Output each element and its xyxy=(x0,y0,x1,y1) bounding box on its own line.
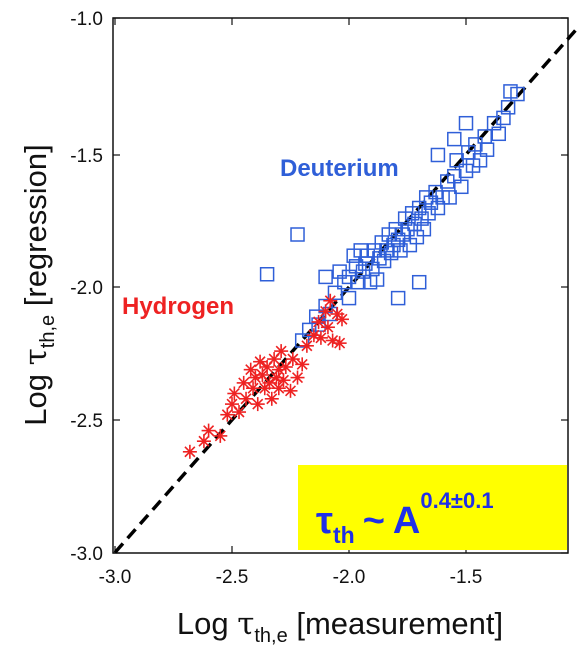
deuterium-series xyxy=(259,84,525,348)
formula-variable: A xyxy=(393,500,420,542)
deuterium-point xyxy=(486,115,502,131)
deuterium-point xyxy=(259,267,275,282)
deuterium-point xyxy=(290,227,305,242)
y-tick-label: -2.0 xyxy=(70,278,103,299)
hydrogen-point xyxy=(250,397,265,412)
hydrogen-point xyxy=(320,320,335,335)
deuterium-point xyxy=(479,142,495,157)
hydrogen-point xyxy=(283,383,298,398)
plot-frame xyxy=(112,17,569,554)
formula-box xyxy=(298,465,567,550)
hydrogen-point xyxy=(285,352,300,367)
deuterium-point xyxy=(318,269,333,285)
x-tick-label: -1.5 xyxy=(450,567,483,588)
x-axis-title-subscript: th,e xyxy=(254,625,287,646)
deuterium-point xyxy=(390,290,406,306)
hydrogen-point xyxy=(318,304,333,319)
hydrogen-point xyxy=(262,375,277,390)
deuterium-point xyxy=(369,272,385,287)
axis-ticks: -3.0 -2.5 -2.0 -1.5 -1.0 -1.5 -2.0 -2.5 -3.0 xyxy=(70,9,568,588)
x-tick-label: -2.0 xyxy=(333,567,366,588)
hydrogen-point xyxy=(299,338,314,353)
hydrogen-point xyxy=(236,375,251,390)
x-tick-label: -2.5 xyxy=(216,567,249,588)
hydrogen-point xyxy=(264,391,279,406)
hydrogen-point xyxy=(274,344,289,359)
hydrogen-series-label: Hydrogen xyxy=(122,293,234,320)
x-axis-title-prefix: Log xyxy=(177,606,237,641)
deuterium-series-label: Deuterium xyxy=(280,155,399,182)
deuterium-point xyxy=(468,137,483,152)
deuterium-point xyxy=(454,179,469,195)
deuterium-point xyxy=(341,290,357,306)
hydrogen-point xyxy=(271,381,286,396)
y-axis-title-subscript: th,e xyxy=(37,315,59,348)
deuterium-point xyxy=(430,200,446,216)
deuterium-point xyxy=(327,285,343,301)
hydrogen-point xyxy=(201,423,216,438)
x-axis-title-symbol: τ xyxy=(237,606,254,642)
formula-exponent: 0.4±0.1 xyxy=(420,488,493,513)
hydrogen-point xyxy=(232,405,247,420)
y-tick-label: -1.0 xyxy=(70,9,103,30)
deuterium-point xyxy=(491,126,507,142)
deuterium-point xyxy=(418,190,434,205)
formula-relation: ~ xyxy=(363,500,385,542)
deuterium-point xyxy=(337,274,352,290)
x-axis-title: Log τth,e [measurement] xyxy=(177,606,503,646)
deuterium-point xyxy=(458,115,474,131)
hydrogen-point xyxy=(243,362,258,377)
formula-text: τth ~ A0.4±0.1 xyxy=(316,488,494,548)
deuterium-point xyxy=(308,309,324,324)
hydrogen-point xyxy=(334,312,349,327)
hydrogen-point xyxy=(246,381,261,396)
y-tick-label: -3.0 xyxy=(70,544,103,565)
deuterium-point xyxy=(393,243,408,258)
deuterium-point xyxy=(496,110,511,126)
hydrogen-point xyxy=(220,407,235,422)
hydrogen-point xyxy=(332,336,347,351)
fit-line xyxy=(113,26,580,554)
hydrogen-point xyxy=(295,357,310,372)
deuterium-point xyxy=(390,232,406,248)
fit-line-layer xyxy=(113,26,580,554)
hydrogen-series xyxy=(182,293,349,459)
deuterium-point xyxy=(442,190,457,205)
formula-tau-subscript: th xyxy=(333,522,355,548)
y-axis-title-suffix: [regression] xyxy=(18,144,53,315)
hydrogen-point xyxy=(311,314,326,329)
hydrogen-point xyxy=(290,370,305,385)
formula-tau-symbol: τ xyxy=(316,500,333,542)
hydrogen-point xyxy=(313,330,328,345)
deuterium-point xyxy=(421,206,436,221)
hydrogen-point xyxy=(323,293,338,308)
x-axis-title-suffix: [measurement] xyxy=(288,606,503,641)
deuterium-point xyxy=(447,131,462,147)
hydrogen-point xyxy=(227,386,242,401)
deuterium-point xyxy=(332,264,347,279)
hydrogen-point xyxy=(253,354,268,369)
hydrogen-point xyxy=(196,434,211,449)
deuterium-point xyxy=(500,100,516,115)
deuterium-point xyxy=(449,153,464,168)
y-tick-label: -1.5 xyxy=(70,146,103,167)
y-axis-title-symbol: τ xyxy=(18,348,54,365)
y-axis-title-prefix: Log xyxy=(18,365,53,425)
deuterium-point xyxy=(411,274,427,290)
y-tick-label: -2.5 xyxy=(70,411,103,432)
deuterium-point xyxy=(351,274,366,290)
hydrogen-point xyxy=(182,444,197,459)
hydrogen-point xyxy=(239,391,254,406)
hydrogen-point xyxy=(213,428,228,443)
y-axis-title: Log τth,e [regression] xyxy=(18,144,59,425)
hydrogen-point xyxy=(276,373,291,388)
deuterium-point xyxy=(416,221,432,237)
deuterium-point xyxy=(510,86,525,102)
x-tick-label: -3.0 xyxy=(99,567,132,588)
deuterium-point xyxy=(430,147,446,163)
